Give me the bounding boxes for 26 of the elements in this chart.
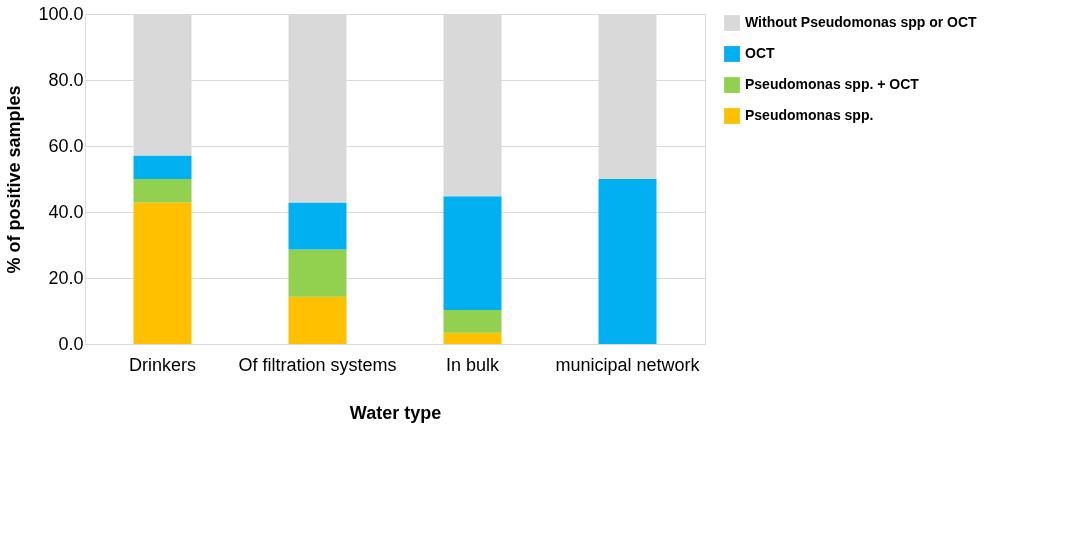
bar xyxy=(133,179,192,203)
x-tick-label: Drinkers xyxy=(128,354,197,375)
y-tick-label: 60.0 xyxy=(48,135,84,156)
bar xyxy=(443,310,502,333)
x-axis-title: Water type xyxy=(349,402,442,423)
y-tick-label: 20.0 xyxy=(48,267,84,288)
y-tick-label: 0.0 xyxy=(58,333,84,354)
bar xyxy=(443,196,502,311)
y-tick-label: 40.0 xyxy=(48,201,84,222)
bar xyxy=(133,202,192,344)
x-tick-label: Of filtration systems xyxy=(238,354,397,375)
legend-label: Pseudomonas spp. + OCT xyxy=(745,76,920,92)
y-tick-label: 80.0 xyxy=(48,69,84,90)
legend-label: OCT xyxy=(745,45,775,61)
bar xyxy=(133,155,192,179)
x-tick-label: In bulk xyxy=(445,354,501,375)
legend-label: Pseudomonas spp. xyxy=(745,107,874,123)
x-tick-label: municipal network xyxy=(555,354,701,375)
bar xyxy=(288,249,347,297)
legend-label: Without Pseudomonas spp or OCT xyxy=(745,14,978,30)
bar xyxy=(598,179,657,344)
y-tick-label: 100.0 xyxy=(38,3,84,24)
bar xyxy=(288,296,347,344)
y-axis-title: % of positive samples xyxy=(4,85,25,274)
bar xyxy=(288,202,347,250)
bar xyxy=(443,332,502,344)
